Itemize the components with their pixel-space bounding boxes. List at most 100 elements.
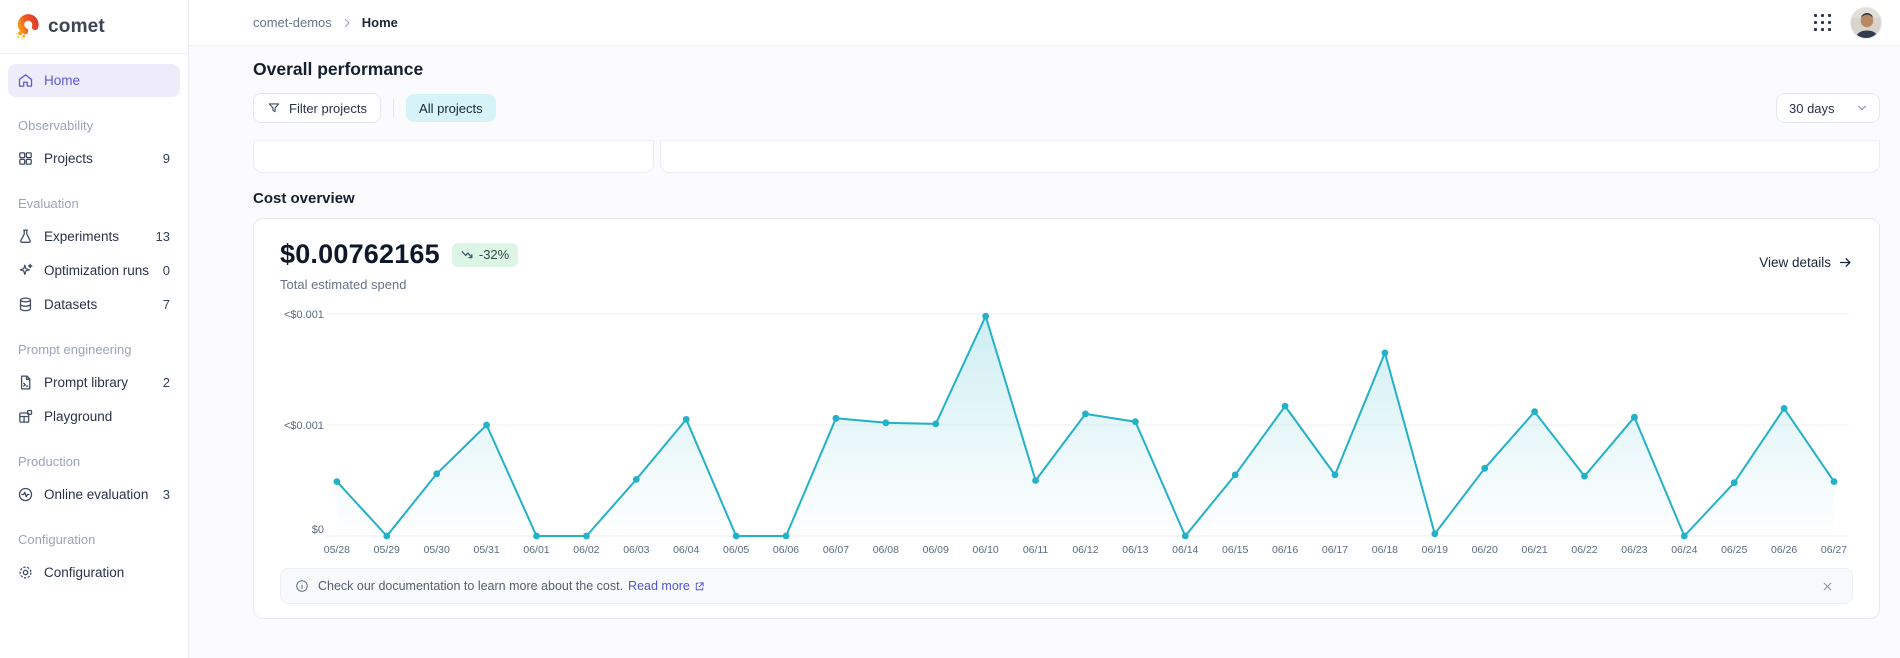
nav-item-count: 2 <box>162 375 170 390</box>
chevron-right-icon <box>341 17 353 29</box>
sidebar-item-playground[interactable]: Playground <box>8 400 180 433</box>
breadcrumb-project[interactable]: comet-demos <box>253 15 332 30</box>
svg-text:05/28: 05/28 <box>324 545 350 556</box>
sidebar-item-label: Online evaluation <box>44 487 149 502</box>
metric-cards-strip <box>253 140 1880 173</box>
date-range-select[interactable]: 30 days <box>1776 93 1880 123</box>
svg-text:06/26: 06/26 <box>1771 545 1797 556</box>
svg-text:06/11: 06/11 <box>1023 545 1049 556</box>
date-range-value: 30 days <box>1789 100 1835 116</box>
svg-text:06/19: 06/19 <box>1422 545 1448 556</box>
svg-text:06/12: 06/12 <box>1072 545 1098 556</box>
info-icon <box>295 579 309 593</box>
sidebar-item-label: Configuration <box>44 565 125 580</box>
filter-projects-button[interactable]: Filter projects <box>253 93 382 123</box>
svg-text:06/25: 06/25 <box>1721 545 1747 556</box>
svg-text:06/20: 06/20 <box>1472 545 1498 556</box>
experiments-icon <box>16 228 34 246</box>
filter-projects-label: Filter projects <box>289 100 368 116</box>
sidebar-item-label: Playground <box>44 409 113 424</box>
nav-section-prompt-engineering: Prompt engineering <box>18 342 132 357</box>
cost-chart[interactable]: <$0.001 <$0.001 $005/28 05/29 05/30 05/31 06/0… <box>280 304 1853 558</box>
nav-item-count: 3 <box>162 487 170 502</box>
svg-text:06/27: 06/27 <box>1821 545 1847 556</box>
toolbar: Filter projects All projects 30 days <box>253 93 1880 123</box>
svg-text:06/09: 06/09 <box>923 545 949 556</box>
svg-text:06/03: 06/03 <box>623 545 649 556</box>
metric-card-partial <box>660 140 1880 173</box>
sidebar-item-online-evaluation[interactable]: Online evaluation 3 <box>8 478 180 511</box>
comet-logo-icon <box>14 13 41 40</box>
svg-text:06/18: 06/18 <box>1372 545 1398 556</box>
svg-text:$0: $0 <box>312 524 324 536</box>
projects-icon <box>16 150 34 168</box>
svg-text:06/04: 06/04 <box>673 545 699 556</box>
sidebar-item-label: Experiments <box>44 229 120 244</box>
svg-text:05/31: 05/31 <box>473 545 499 556</box>
arrow-right-icon <box>1838 255 1853 270</box>
external-link-icon <box>694 581 705 592</box>
breadcrumb: comet-demos Home <box>253 15 398 30</box>
apps-grid-icon[interactable] <box>1814 13 1832 32</box>
home-icon <box>16 72 34 90</box>
nav-section-observability: Observability <box>18 118 94 133</box>
page-title: Overall performance <box>253 59 424 79</box>
total-spend-value: $0.00762165 <box>280 239 440 269</box>
svg-text:06/22: 06/22 <box>1571 545 1597 556</box>
nav-section-production: Production <box>18 454 81 469</box>
svg-text:<$0.001: <$0.001 <box>284 309 324 321</box>
svg-text:06/06: 06/06 <box>773 545 799 556</box>
chevron-down-icon <box>1855 101 1869 115</box>
banner-text: Check our documentation to learn more ab… <box>318 579 624 593</box>
optimization-runs-icon <box>16 262 34 280</box>
datasets-icon <box>16 296 34 314</box>
metric-card-partial <box>253 140 654 173</box>
svg-text:06/14: 06/14 <box>1172 545 1198 556</box>
close-icon[interactable] <box>1817 576 1838 597</box>
svg-text:05/30: 05/30 <box>424 545 450 556</box>
main-content: Overall performance Filter projects All … <box>189 46 1900 658</box>
sidebar-item-projects[interactable]: Projects 9 <box>8 142 180 175</box>
sidebar: comet Home Observability Projects 9 Eval… <box>0 0 189 658</box>
topbar: comet-demos Home <box>189 0 1900 46</box>
view-details-link[interactable]: View details <box>1759 255 1853 270</box>
cost-overview-card: $0.00762165 -32% Total estimated spend V… <box>253 218 1880 619</box>
nav-item-count: 0 <box>162 263 170 278</box>
svg-text:06/07: 06/07 <box>823 545 849 556</box>
nav-item-count: 13 <box>155 229 170 244</box>
all-projects-chip[interactable]: All projects <box>406 94 496 122</box>
nav-section-evaluation: Evaluation <box>18 196 79 211</box>
sidebar-item-label: Prompt library <box>44 375 129 390</box>
svg-text:06/05: 06/05 <box>723 545 749 556</box>
online-evaluation-icon <box>16 486 34 504</box>
sidebar-item-home[interactable]: Home <box>8 64 180 97</box>
logo[interactable]: comet <box>0 0 188 54</box>
svg-text:06/23: 06/23 <box>1621 545 1647 556</box>
delta-value: -32% <box>478 247 510 262</box>
breadcrumb-page: Home <box>361 15 398 30</box>
cost-info-banner: Check our documentation to learn more ab… <box>280 568 1853 604</box>
svg-text:06/10: 06/10 <box>973 545 999 556</box>
cost-overview-title: Cost overview <box>253 190 355 207</box>
funnel-icon <box>267 101 281 115</box>
sidebar-item-label: Projects <box>44 151 93 166</box>
svg-text:06/15: 06/15 <box>1222 545 1248 556</box>
cost-chart-container: <$0.001 <$0.001 $0 05/28 05/29 05/30 05/31 06/0… <box>280 304 1853 558</box>
sidebar-item-experiments[interactable]: Experiments 13 <box>8 220 180 253</box>
configuration-icon <box>16 564 34 582</box>
sidebar-item-configuration[interactable]: Configuration <box>8 556 180 589</box>
sidebar-item-label: Datasets <box>44 297 98 312</box>
nav-section-configuration: Configuration <box>18 532 96 547</box>
svg-text:06/24: 06/24 <box>1671 545 1697 556</box>
svg-text:06/16: 06/16 <box>1272 545 1298 556</box>
avatar[interactable] <box>1850 6 1882 39</box>
read-more-link[interactable]: Read more <box>628 579 705 593</box>
sidebar-item-optimization-runs[interactable]: Optimization runs 0 <box>8 254 180 287</box>
sidebar-item-datasets[interactable]: Datasets 7 <box>8 288 180 321</box>
nav-item-count: 7 <box>162 297 170 312</box>
sidebar-item-label: Optimization runs <box>44 263 150 278</box>
delta-badge: -32% <box>451 242 519 267</box>
sidebar-item-prompt-library[interactable]: Prompt library 2 <box>8 366 180 399</box>
sidebar-nav: Home Observability Projects 9 Evaluation… <box>0 54 188 589</box>
svg-text:06/02: 06/02 <box>573 545 599 556</box>
